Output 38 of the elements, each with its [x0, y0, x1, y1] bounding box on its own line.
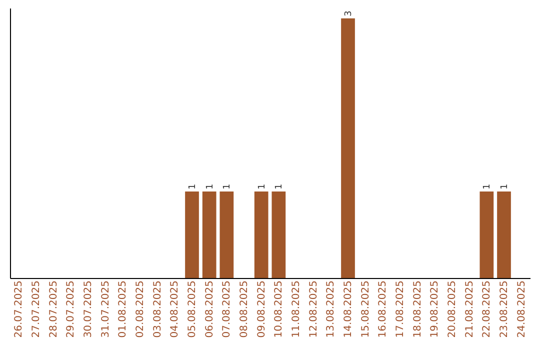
- x-tick-label: 20.08.2025: [447, 280, 458, 338]
- data-label: 1: [500, 184, 510, 190]
- x-tick-label: 04.08.2025: [170, 280, 181, 338]
- x-tick-label: 01.08.2025: [118, 280, 129, 338]
- x-tick-label: 15.08.2025: [360, 280, 372, 338]
- x-tick-label: 16.08.2025: [378, 280, 389, 338]
- data-label: 1: [205, 184, 216, 190]
- data-label: 1: [482, 184, 493, 190]
- x-tick-label: 23.08.2025: [499, 280, 510, 338]
- x-tick-label: 03.08.2025: [152, 280, 164, 338]
- x-tick-label: 08.08.2025: [239, 280, 250, 338]
- x-tick-label: 31.07.2025: [100, 280, 112, 338]
- x-tick-label: 29.07.2025: [66, 280, 77, 338]
- x-tick-label: 09.08.2025: [256, 280, 268, 338]
- x-tick-label: 18.08.2025: [412, 280, 424, 338]
- data-label: 1: [188, 184, 198, 190]
- x-tick-label: 06.08.2025: [204, 280, 216, 338]
- x-tick-label: 22.08.2025: [482, 280, 493, 338]
- data-label: 3: [344, 10, 354, 16]
- x-tick-label: 28.07.2025: [48, 280, 60, 338]
- x-tick-label: 27.07.2025: [31, 280, 42, 338]
- x-tick-label: 10.08.2025: [274, 280, 285, 338]
- x-tick-label: 12.08.2025: [308, 280, 320, 338]
- x-tick-label: 13.08.2025: [326, 280, 337, 338]
- x-tick-label: 11.08.2025: [291, 280, 302, 338]
- x-tick-label: 17.08.2025: [395, 280, 406, 338]
- x-tick-label: 02.08.2025: [135, 280, 146, 338]
- data-label: 1: [222, 184, 233, 190]
- x-tick-label: 30.07.2025: [83, 280, 94, 338]
- x-tick-label: 14.08.2025: [343, 280, 354, 338]
- data-label: 1: [274, 184, 285, 190]
- x-tick-label: 21.08.2025: [464, 280, 476, 338]
- x-tick-label: 24.08.2025: [516, 280, 528, 338]
- x-tick-label: 05.08.2025: [187, 280, 198, 338]
- x-tick-label: 26.07.2025: [14, 280, 25, 338]
- data-label: 1: [257, 184, 268, 190]
- x-tick-label: 07.08.2025: [222, 280, 233, 338]
- x-tick-label: 19.08.2025: [430, 280, 441, 338]
